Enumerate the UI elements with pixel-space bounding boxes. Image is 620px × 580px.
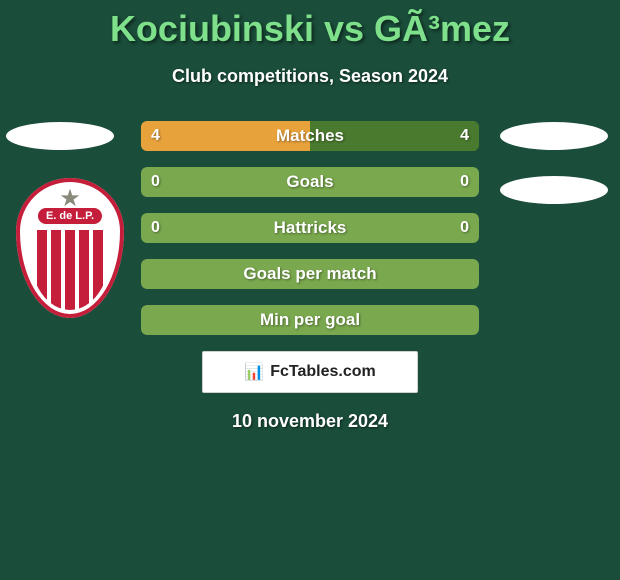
- watermark: 📊 FcTables.com: [202, 351, 418, 393]
- player-left-photo-placeholder: [6, 122, 114, 150]
- stat-value-right: 0: [460, 219, 469, 237]
- stat-value-left: 4: [151, 127, 160, 145]
- page-title: Kociubinski vs GÃ³mez: [0, 0, 620, 50]
- stat-label: Min per goal: [260, 310, 360, 330]
- player-right-photo-placeholder: [500, 122, 608, 150]
- chart-icon: 📊: [244, 362, 264, 382]
- stat-value-left: 0: [151, 173, 160, 191]
- subtitle: Club competitions, Season 2024: [0, 66, 620, 87]
- crest-stripes: [30, 230, 110, 310]
- stat-label: Goals: [286, 172, 333, 192]
- stat-label: Goals per match: [243, 264, 376, 284]
- stat-value-left: 0: [151, 219, 160, 237]
- stat-value-right: 4: [460, 127, 469, 145]
- stat-row: Goals per match: [141, 259, 479, 289]
- stat-row: 0 0 Hattricks: [141, 213, 479, 243]
- watermark-text: FcTables.com: [270, 363, 376, 381]
- crest-banner-text: E. de L.P.: [38, 208, 102, 224]
- stat-value-right: 0: [460, 173, 469, 191]
- stat-label: Hattricks: [274, 218, 347, 238]
- stat-row: Min per goal: [141, 305, 479, 335]
- stat-row: 4 4 Matches: [141, 121, 479, 151]
- stat-label: Matches: [276, 126, 344, 146]
- player-right-crest-placeholder: [500, 176, 608, 204]
- crest-shield: ★ E. de L.P.: [16, 178, 124, 318]
- player-left-crest: ★ E. de L.P.: [16, 178, 124, 318]
- date-text: 10 november 2024: [0, 411, 620, 432]
- stat-row: 0 0 Goals: [141, 167, 479, 197]
